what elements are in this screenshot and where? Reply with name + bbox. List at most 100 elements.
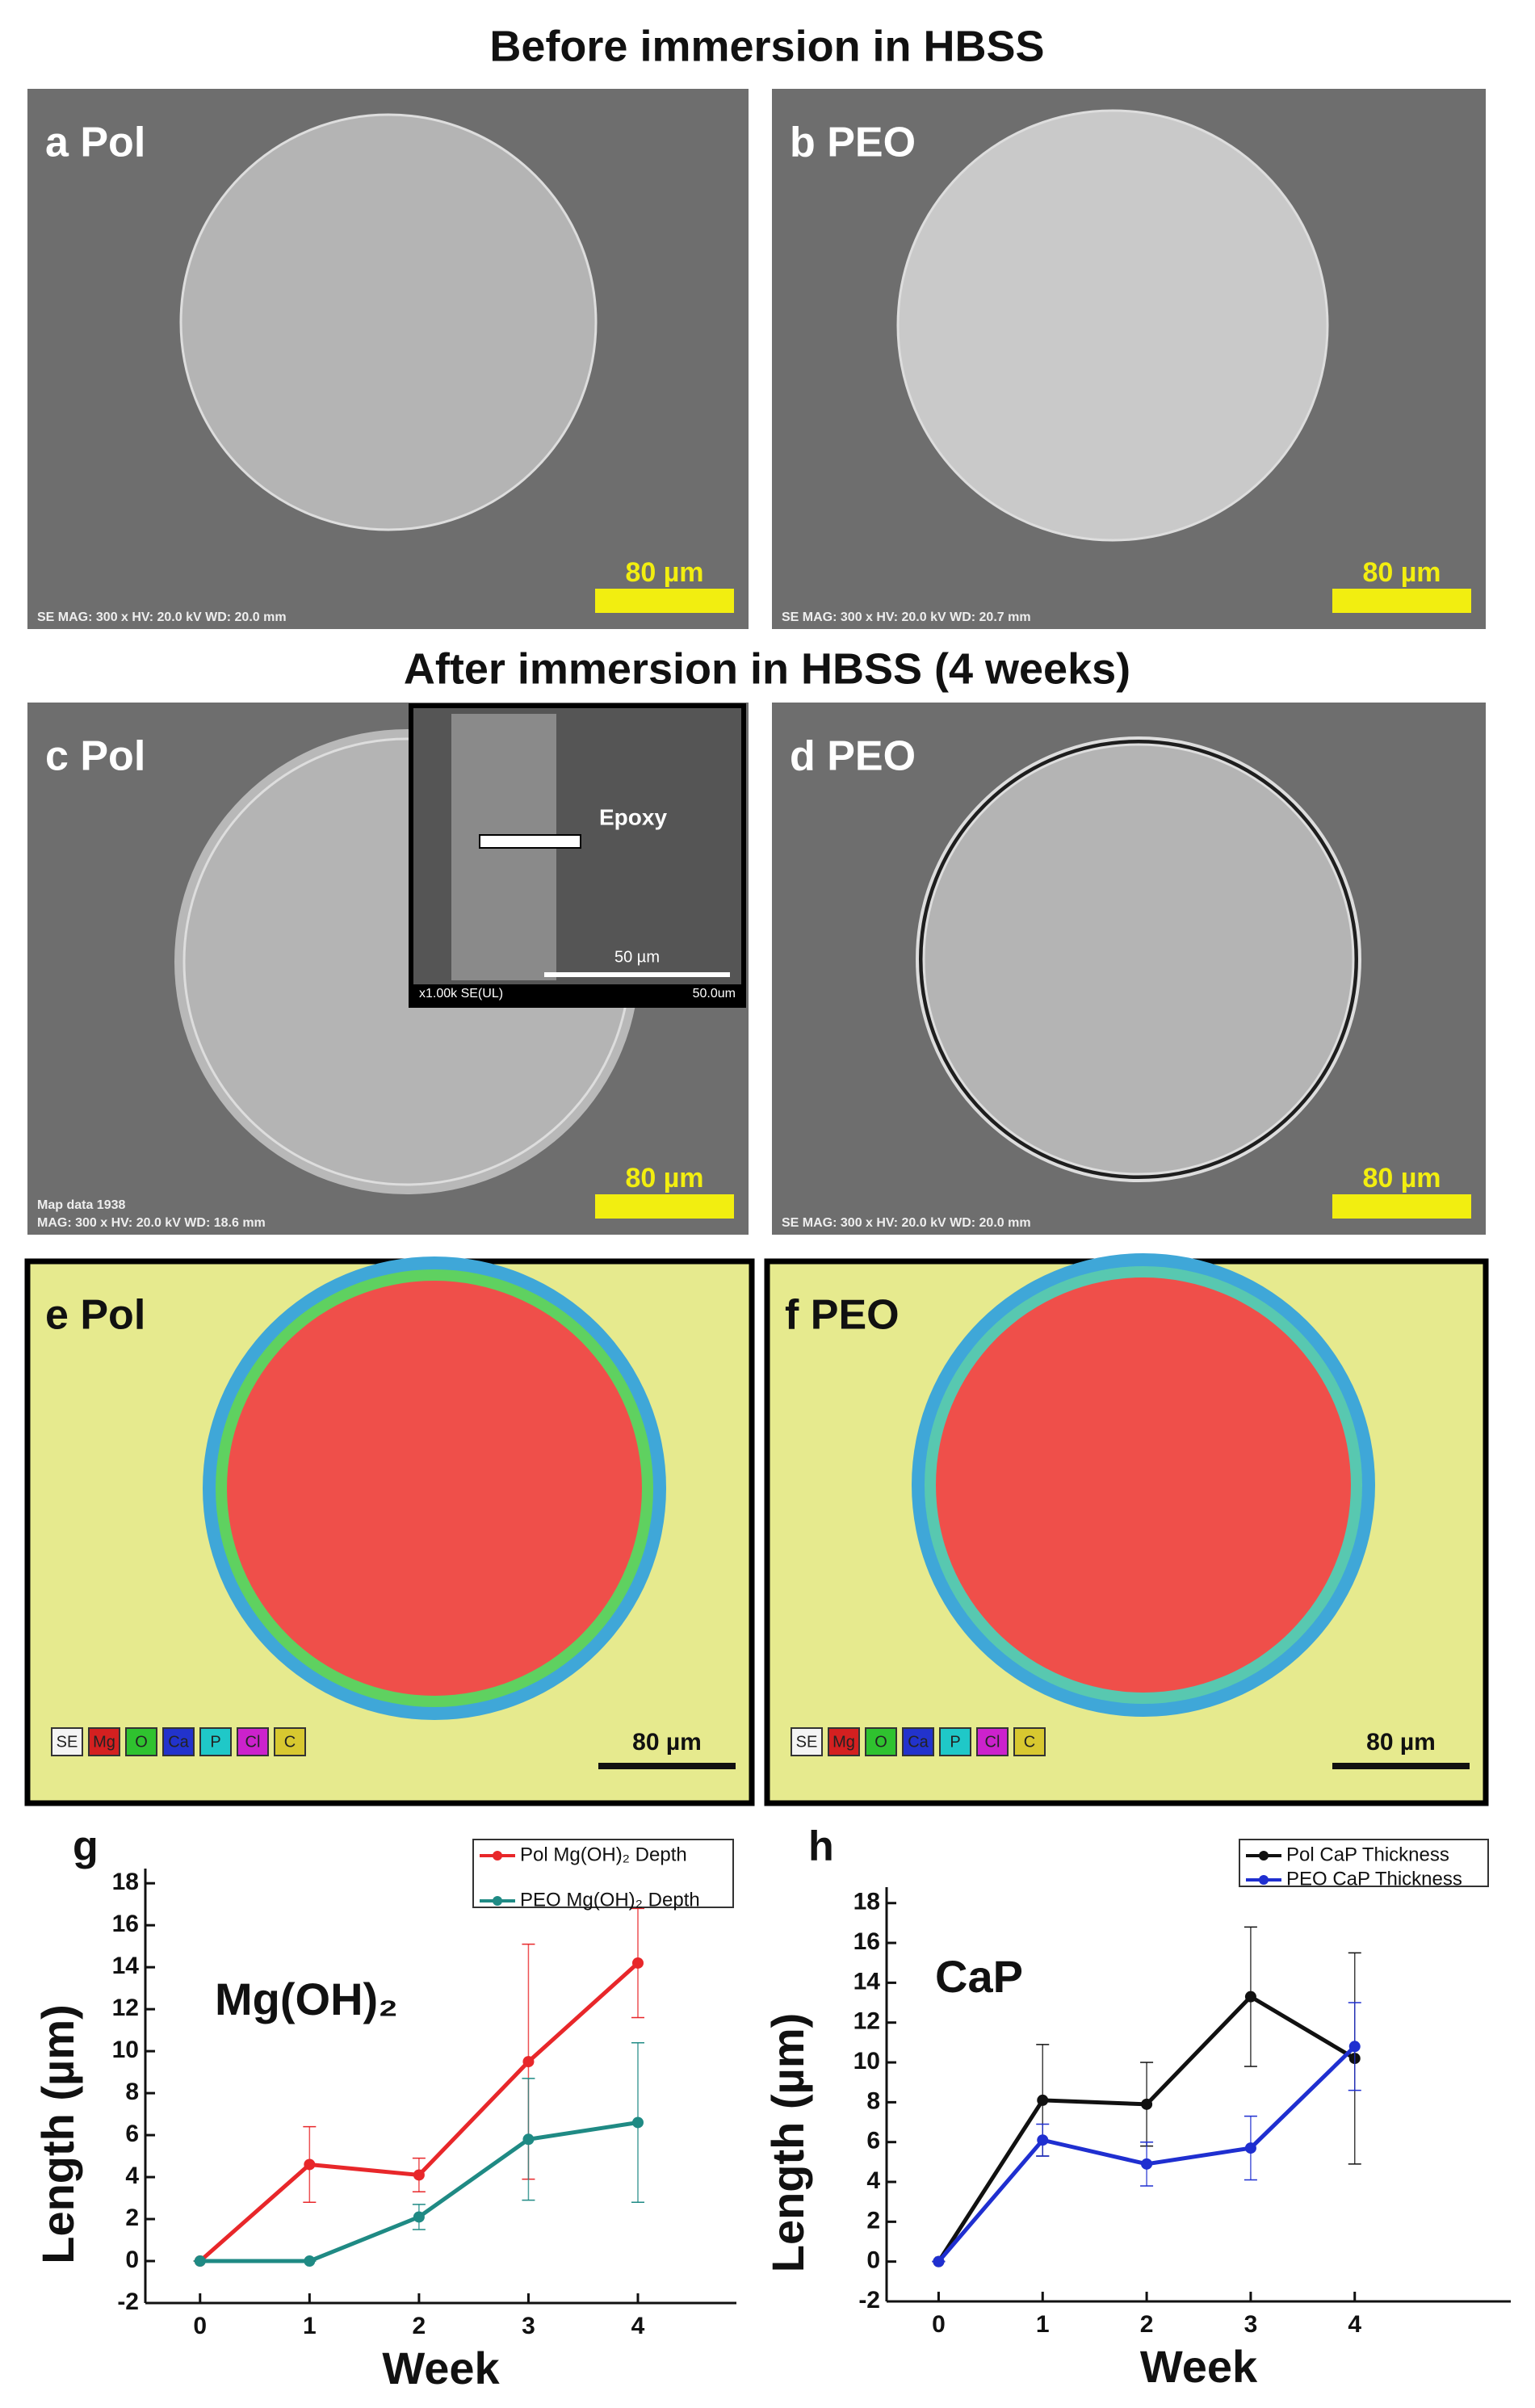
data-point: [933, 2255, 945, 2267]
data-point: [304, 2158, 316, 2171]
map-legend-label: SE: [796, 1733, 818, 1751]
instrument-info: Map data 1938: [37, 1198, 125, 1212]
scale-bar-label: 80 µm: [625, 1163, 703, 1194]
mg-core: [936, 1277, 1351, 1693]
map-legend-label: O: [135, 1733, 148, 1751]
data-point: [1244, 1991, 1256, 2003]
data-point: [1037, 2134, 1049, 2146]
wire-cross-section: [922, 743, 1355, 1176]
heading: Before immersion in HBSS: [489, 22, 1044, 70]
map-legend-swatch: [865, 1727, 897, 1756]
x-axis-label: Week: [1140, 2341, 1258, 2392]
scale-bar-label: 80 µm: [625, 557, 703, 588]
x-tick-label: 4: [1348, 2311, 1361, 2338]
x-tick-label: 2: [413, 2313, 426, 2339]
map-legend-swatch: [125, 1727, 157, 1756]
data-point: [413, 2169, 425, 2181]
map-legend-label: O: [874, 1733, 887, 1751]
y-tick-label: 18: [112, 1869, 139, 1895]
annotation: Mg(OH)₂: [215, 1974, 398, 2024]
scale-bar: [595, 589, 734, 613]
map-legend-label: SE: [57, 1733, 78, 1751]
y-tick-label: 8: [125, 2079, 139, 2105]
map-legend-label: P: [210, 1733, 220, 1751]
instrument-info: SE MAG: 300 x HV: 20.0 kV WD: 20.0 mm: [782, 1216, 1031, 1230]
mg-core: [227, 1281, 642, 1696]
data-point: [632, 1957, 644, 1969]
map-legend-swatch: [902, 1727, 934, 1756]
legend-marker: [493, 1851, 502, 1861]
panel-label: d PEO: [790, 733, 916, 780]
map-legend-swatch: [976, 1727, 1009, 1756]
map-legend-label: P: [950, 1733, 960, 1751]
panel-label: h: [808, 1823, 834, 1870]
data-point: [522, 2133, 535, 2146]
scale-bar-label: 80 µm: [1362, 557, 1441, 588]
y-tick-label: 2: [866, 2207, 880, 2234]
x-tick-label: 1: [1036, 2311, 1050, 2338]
data-point: [1141, 2158, 1153, 2170]
inset-scale: 50.0um: [693, 987, 736, 1001]
y-tick-label: 8: [866, 2087, 880, 2114]
data-point: [522, 2056, 535, 2068]
map-legend-swatch: [828, 1727, 860, 1756]
map-legend-swatch: [274, 1727, 306, 1756]
y-tick-label: 4: [125, 2163, 139, 2189]
map-legend-swatch: [1013, 1727, 1046, 1756]
scale-bar-label: 80 µm: [1366, 1729, 1436, 1756]
y-tick-label: -2: [858, 2287, 880, 2314]
y-axis-label: Length (µm): [762, 2013, 813, 2273]
inset-info-bar: [413, 984, 741, 1003]
scale-bar-label: 80 µm: [1362, 1163, 1441, 1194]
legend-marker: [1259, 1875, 1269, 1885]
data-point: [413, 2211, 425, 2223]
x-tick-label: 0: [932, 2311, 946, 2338]
y-tick-label: 10: [853, 2048, 880, 2074]
x-tick-label: 1: [303, 2313, 317, 2339]
map-legend-swatch: [939, 1727, 971, 1756]
legend-box: [472, 1839, 734, 1908]
data-point: [1244, 2142, 1256, 2154]
panel-label: c Pol: [45, 733, 145, 780]
map-legend-swatch: [791, 1727, 823, 1756]
legend-marker: [1259, 1851, 1269, 1861]
legend-label: PEO CaP Thickness: [1286, 1868, 1462, 1890]
scale-bar: [598, 1763, 736, 1769]
wire-cross-section: [896, 109, 1329, 542]
y-tick-label: -2: [117, 2288, 139, 2315]
map-legend-swatch: [51, 1727, 83, 1756]
y-tick-label: 2: [125, 2205, 139, 2231]
map-legend-swatch: [88, 1727, 120, 1756]
legend-label: PEO Mg(OH)₂ Depth: [520, 1889, 700, 1911]
inset-label: Epoxy: [599, 804, 667, 829]
legend-marker: [493, 1896, 502, 1906]
y-tick-label: 14: [853, 1968, 881, 1995]
map-legend-label: C: [1024, 1733, 1035, 1751]
inset-scale-label: 50 µm: [614, 948, 660, 966]
data-point: [1037, 2094, 1049, 2106]
x-tick-label: 0: [193, 2313, 207, 2339]
scale-bar: [1332, 1194, 1471, 1219]
y-tick-label: 12: [853, 2008, 880, 2035]
x-tick-label: 3: [1244, 2311, 1258, 2338]
map-legend-swatch: [237, 1727, 269, 1756]
y-axis-label: Length (µm): [32, 2004, 83, 2264]
scale-bar: [1332, 1763, 1470, 1769]
map-legend-swatch: [162, 1727, 195, 1756]
data-point: [1348, 2041, 1361, 2053]
y-tick-label: 12: [112, 1995, 139, 2021]
legend-label: Pol CaP Thickness: [1286, 1844, 1449, 1865]
map-legend-label: Cl: [985, 1733, 1000, 1751]
y-tick-label: 16: [112, 1911, 139, 1937]
data-point: [194, 2255, 206, 2267]
instrument-info: SE MAG: 300 x HV: 20.0 kV WD: 20.0 mm: [37, 610, 287, 624]
x-tick-label: 3: [522, 2313, 535, 2339]
map-legend-label: Ca: [908, 1733, 929, 1751]
map-legend-label: Mg: [833, 1733, 855, 1751]
map-legend-label: C: [284, 1733, 296, 1751]
scale-bar-label: 80 µm: [632, 1729, 702, 1756]
scale-bar: [1332, 589, 1471, 613]
legend-label: Pol Mg(OH)₂ Depth: [520, 1844, 687, 1865]
y-tick-label: 16: [853, 1928, 880, 1955]
